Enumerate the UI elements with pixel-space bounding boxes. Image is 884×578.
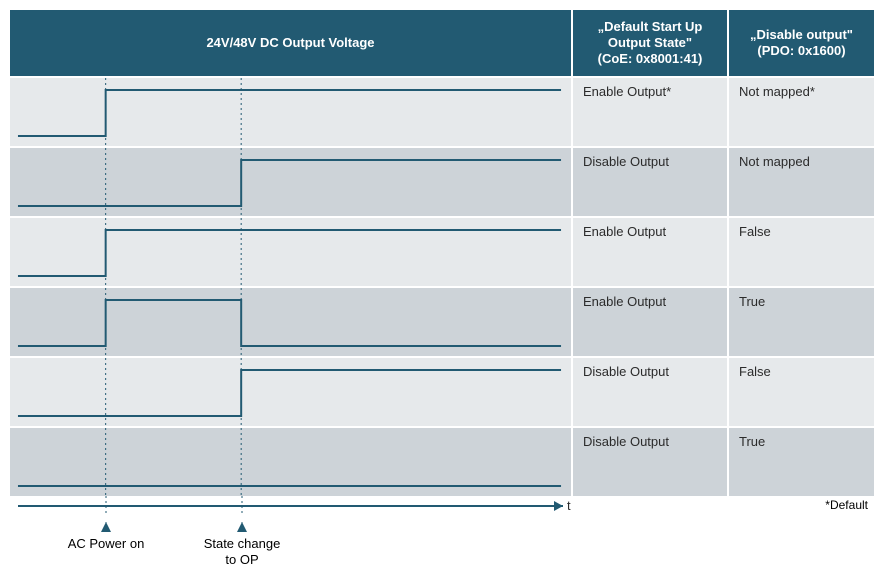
startup-state-cell: Enable Output	[573, 288, 729, 356]
header-startup-state: „Default Start Up Output State" (CoE: 0x…	[573, 10, 729, 76]
footnote-default: *Default	[573, 496, 874, 516]
voltage-waveform	[18, 370, 561, 416]
table-row: Disable OutputTrue	[10, 428, 874, 496]
time-axis-label: t	[567, 498, 571, 513]
table-row: Enable OutputFalse	[10, 218, 874, 286]
waveform-cell	[10, 428, 573, 496]
axis-labels: AC Power on State change to OP	[10, 522, 573, 568]
voltage-waveform	[18, 300, 561, 346]
header-disable-output: „Disable output" (PDO: 0x1600)	[729, 10, 874, 76]
disable-output-cell: Not mapped*	[729, 78, 874, 146]
startup-state-cell: Disable Output	[573, 428, 729, 496]
header-col2-l1: „Default Start Up	[598, 19, 703, 35]
header-col1-text: 24V/48V DC Output Voltage	[206, 35, 374, 51]
startup-state-cell: Enable Output	[573, 218, 729, 286]
table-row: Disable OutputNot mapped	[10, 148, 874, 216]
voltage-waveform	[18, 230, 561, 276]
waveform-cell	[10, 148, 573, 216]
time-axis-row: t *Default	[10, 496, 874, 516]
voltage-waveform	[18, 160, 561, 206]
header-col3-l1: „Disable output"	[750, 27, 853, 43]
disable-output-cell: False	[729, 358, 874, 426]
startup-state-cell: Disable Output	[573, 148, 729, 216]
header-output-voltage: 24V/48V DC Output Voltage	[10, 10, 573, 76]
disable-output-cell: Not mapped	[729, 148, 874, 216]
disable-output-cell: True	[729, 428, 874, 496]
table-row: Enable Output*Not mapped*	[10, 78, 874, 146]
header-col2-l3: (CoE: 0x8001:41)	[598, 51, 703, 67]
label-ac-power-on: AC Power on	[68, 536, 145, 552]
header-col3-l2: (PDO: 0x1600)	[757, 43, 845, 59]
startup-state-cell: Enable Output*	[573, 78, 729, 146]
rows-container: Enable Output*Not mapped*Disable OutputN…	[10, 76, 874, 496]
disable-output-cell: True	[729, 288, 874, 356]
disable-output-cell: False	[729, 218, 874, 286]
startup-state-cell: Disable Output	[573, 358, 729, 426]
waveform-cell	[10, 218, 573, 286]
waveform-cell	[10, 288, 573, 356]
waveform-cell	[10, 358, 573, 426]
table-row: Disable OutputFalse	[10, 358, 874, 426]
header-row: 24V/48V DC Output Voltage „Default Start…	[10, 10, 874, 76]
time-axis: t	[10, 496, 573, 516]
header-col2-l2: Output State"	[608, 35, 692, 51]
voltage-behavior-table: 24V/48V DC Output Voltage „Default Start…	[10, 10, 874, 568]
voltage-waveform	[18, 90, 561, 136]
waveform-cell	[10, 78, 573, 146]
axis-labels-row: AC Power on State change to OP	[10, 522, 874, 568]
table-row: Enable OutputTrue	[10, 288, 874, 356]
label-state-change-op: State change to OP	[204, 536, 281, 567]
